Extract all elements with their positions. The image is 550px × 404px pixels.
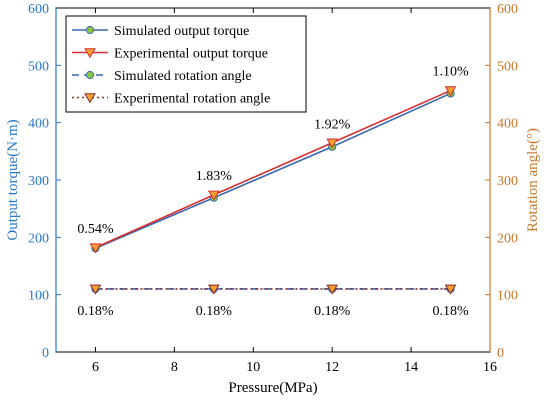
left-tick-label: 200 — [28, 231, 49, 246]
legend-swatch-marker — [85, 70, 95, 80]
data-annotation: 0.18% — [314, 304, 351, 319]
series-line — [95, 89, 451, 249]
series-point — [89, 284, 102, 295]
right-tick-label: 0 — [497, 346, 504, 361]
series-layer — [89, 86, 457, 295]
legend-entry: Simulated rotation angle — [72, 69, 252, 84]
series-point — [89, 243, 102, 254]
legend-label: Experimental rotation angle — [114, 92, 270, 107]
left-tick-label: 400 — [28, 117, 49, 132]
right-tick-label: 200 — [497, 231, 518, 246]
x-axis-ticks: 6 8 10 12 14 16 — [92, 8, 497, 375]
right-tick-label: 400 — [497, 117, 518, 132]
legend-entry: Experimental rotation angle — [72, 92, 270, 107]
legend-swatch-marker — [85, 25, 95, 35]
x-axis-label: Pressure(MPa) — [228, 380, 317, 396]
series-point — [207, 190, 220, 201]
data-annotation: 1.10% — [432, 65, 469, 80]
left-tick-label: 500 — [28, 59, 49, 74]
data-annotation: 0.18% — [77, 304, 114, 319]
x-tick-label: 10 — [246, 360, 260, 375]
right-tick-label: 100 — [497, 289, 518, 304]
legend-label: Simulated rotation angle — [114, 69, 252, 84]
series-point — [326, 284, 339, 295]
x-tick-label: 12 — [325, 360, 339, 375]
annotation-layer: 0.54% 1.83% 1.92% 1.10% 0.18% 0.18% 0.18% 0.18% — [77, 65, 469, 319]
series-point — [444, 86, 457, 97]
data-annotation: 0.18% — [196, 304, 233, 319]
left-tick-label: 100 — [28, 289, 49, 304]
x-tick-label: 14 — [404, 360, 418, 375]
x-tick-label: 6 — [92, 360, 99, 375]
series-3 — [89, 284, 457, 295]
legend: Simulated output torque Experimental outp… — [65, 15, 307, 113]
legend-swatch-marker — [84, 93, 96, 104]
left-tick-label: 300 — [28, 174, 49, 189]
left-axis-label: Output torque(N·m) — [5, 119, 21, 240]
right-axis-label: Rotation angle(°) — [525, 128, 541, 232]
series-point — [444, 284, 457, 295]
legend-label: Simulated output torque — [114, 24, 249, 39]
legend-box — [65, 15, 307, 113]
right-axis-ticks: 0 100 200 300 400 500 600 — [485, 2, 518, 361]
series-0 — [91, 89, 455, 253]
data-annotation: 1.83% — [196, 169, 233, 184]
left-axis-ticks: 0 100 200 300 400 500 600 — [28, 2, 61, 361]
right-tick-label: 500 — [497, 59, 518, 74]
legend-label: Experimental output torque — [114, 47, 268, 62]
right-tick-label: 300 — [497, 174, 518, 189]
legend-swatch-marker — [84, 48, 96, 59]
data-annotation: 1.92% — [314, 117, 351, 132]
legend-entry: Experimental output torque — [72, 47, 268, 62]
data-annotation: 0.18% — [432, 304, 469, 319]
series-1 — [89, 86, 457, 254]
data-annotation: 0.54% — [77, 222, 114, 237]
series-line — [95, 92, 451, 249]
left-tick-label: 0 — [42, 346, 49, 361]
series-point — [326, 138, 339, 149]
left-tick-label: 600 — [28, 2, 49, 17]
right-tick-label: 600 — [497, 2, 518, 17]
x-tick-label: 8 — [171, 360, 178, 375]
legend-entry: Simulated output torque — [72, 24, 249, 39]
x-tick-label: 16 — [483, 360, 497, 375]
series-point — [207, 284, 220, 295]
